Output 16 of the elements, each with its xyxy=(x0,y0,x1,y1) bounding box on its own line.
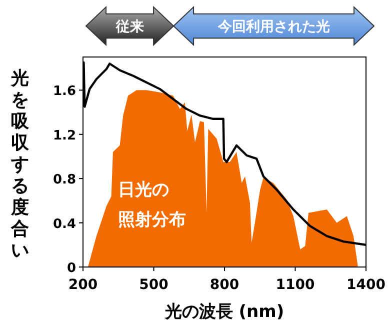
text: 今回利用された光 xyxy=(216,19,330,35)
x-axis-title: 光の波長 (nm) xyxy=(164,302,284,322)
text: 光を吸収する度合い xyxy=(11,68,29,261)
x-tick-label: 500 xyxy=(139,277,169,293)
annotation: 日光の xyxy=(118,180,169,200)
x-tick-label: 1100 xyxy=(276,277,315,293)
y-tick-label: 0.8 xyxy=(52,172,76,188)
y-tick-label: 1.2 xyxy=(52,128,76,144)
annotation: 照射分布 xyxy=(118,210,186,230)
y-tick-label: 1.6 xyxy=(52,84,76,100)
text: 従来 xyxy=(114,19,144,35)
x-tick-label: 1400 xyxy=(346,277,386,293)
y-tick-label: 0 xyxy=(66,261,76,276)
y-tick-label: 0.4 xyxy=(52,216,76,232)
x-tick-label: 800 xyxy=(210,277,240,293)
x-tick-label: 200 xyxy=(68,277,98,293)
